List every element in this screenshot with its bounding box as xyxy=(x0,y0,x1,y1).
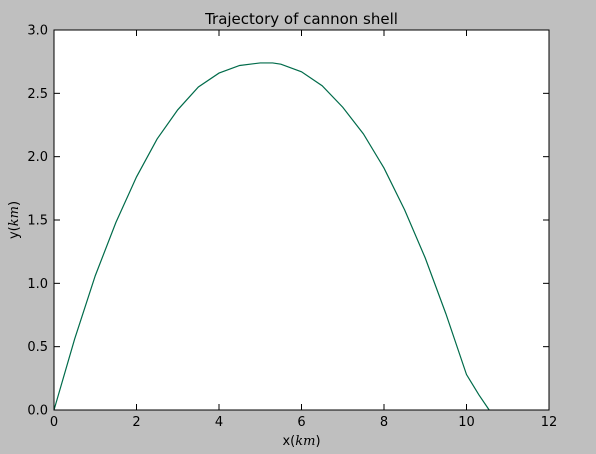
trajectory-line xyxy=(53,62,490,411)
y-tick-label: 1.5 xyxy=(27,214,48,229)
y-tick-label: 3.0 xyxy=(27,24,48,39)
y-tick-label: 1.0 xyxy=(27,277,48,292)
y-tick-label: 2.5 xyxy=(27,87,48,102)
x-tick-label: 8 xyxy=(380,415,388,430)
plot-area xyxy=(54,30,549,410)
y-tick-label: 0.0 xyxy=(27,404,48,419)
x-tick-label: 4 xyxy=(215,415,223,430)
x-tick-label: 6 xyxy=(297,415,305,430)
plot-frame xyxy=(53,29,550,411)
chart-title: Trajectory of cannon shell xyxy=(204,10,398,28)
x-axis-label: x(km) xyxy=(282,434,320,449)
x-tick-label: 2 xyxy=(132,415,140,430)
y-tick-label: 2.0 xyxy=(27,150,48,165)
y-axis-label: y(km) xyxy=(7,201,22,239)
x-tick-label: 12 xyxy=(541,415,558,430)
y-tick-label: 0.5 xyxy=(27,340,48,355)
x-tick-label: 10 xyxy=(458,415,475,430)
x-tick-label: 0 xyxy=(50,415,58,430)
